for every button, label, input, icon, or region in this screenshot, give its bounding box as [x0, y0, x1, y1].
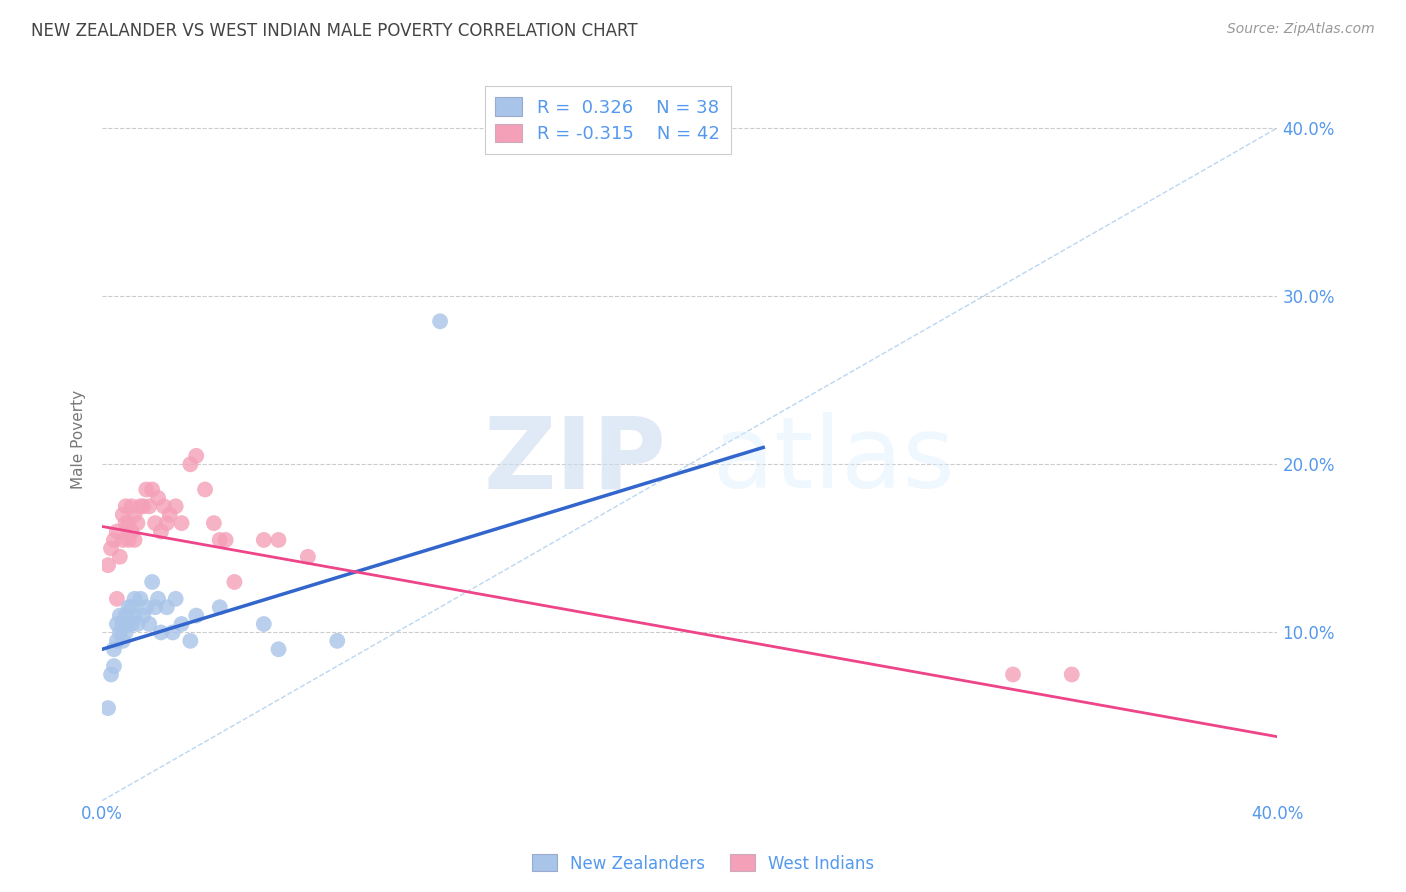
Point: [135, 483, 157, 497]
Point: [138, 500, 160, 514]
Text: ZIP: ZIP: [484, 412, 666, 509]
Text: Source: ZipAtlas.com: Source: ZipAtlas.com: [1227, 22, 1375, 37]
Point: [108, 625, 131, 640]
Point: [111, 617, 134, 632]
Point: [100, 541, 122, 556]
Text: atlas: atlas: [713, 412, 955, 509]
Point: [100, 667, 122, 681]
Point: [267, 533, 290, 547]
Point: [114, 516, 136, 530]
Point: [297, 549, 319, 564]
Point: [135, 600, 157, 615]
Point: [186, 449, 208, 463]
Point: [162, 625, 184, 640]
Point: [253, 533, 276, 547]
Point: [132, 500, 155, 514]
Point: [124, 591, 146, 606]
Point: [111, 533, 134, 547]
Point: [105, 591, 128, 606]
Point: [108, 608, 131, 623]
Point: [170, 617, 193, 632]
Point: [156, 600, 179, 615]
Point: [1060, 667, 1083, 681]
Point: [429, 314, 451, 328]
Point: [105, 633, 128, 648]
Legend: R =  0.326    N = 38, R = -0.315    N = 42: R = 0.326 N = 38, R = -0.315 N = 42: [485, 87, 731, 154]
Point: [118, 516, 141, 530]
Point: [253, 617, 276, 632]
Point: [103, 659, 125, 673]
Point: [165, 500, 187, 514]
Point: [121, 617, 143, 632]
Point: [118, 533, 141, 547]
Point: [97, 558, 120, 573]
Point: [105, 524, 128, 539]
Point: [170, 516, 193, 530]
Point: [124, 608, 146, 623]
Point: [124, 533, 146, 547]
Point: [121, 600, 143, 615]
Y-axis label: Male Poverty: Male Poverty: [72, 390, 86, 489]
Point: [124, 508, 146, 522]
Point: [143, 516, 166, 530]
Point: [208, 600, 231, 615]
Point: [214, 533, 236, 547]
Point: [156, 516, 179, 530]
Point: [224, 574, 246, 589]
Point: [108, 549, 131, 564]
Point: [105, 617, 128, 632]
Point: [114, 500, 136, 514]
Point: [326, 633, 349, 648]
Point: [179, 457, 201, 471]
Legend: New Zealanders, West Indians: New Zealanders, West Indians: [524, 847, 882, 880]
Point: [114, 625, 136, 640]
Point: [127, 516, 149, 530]
Point: [141, 574, 163, 589]
Point: [141, 483, 163, 497]
Point: [1001, 667, 1024, 681]
Point: [118, 617, 141, 632]
Point: [267, 642, 290, 657]
Point: [118, 600, 141, 615]
Point: [103, 642, 125, 657]
Point: [146, 591, 169, 606]
Point: [129, 591, 152, 606]
Point: [143, 600, 166, 615]
Point: [159, 508, 181, 522]
Point: [153, 500, 176, 514]
Point: [194, 483, 217, 497]
Point: [179, 633, 201, 648]
Point: [208, 533, 231, 547]
Point: [186, 608, 208, 623]
Point: [138, 617, 160, 632]
Point: [111, 633, 134, 648]
Point: [121, 524, 143, 539]
Point: [97, 701, 120, 715]
Point: [129, 500, 152, 514]
Point: [114, 608, 136, 623]
Point: [121, 500, 143, 514]
Text: NEW ZEALANDER VS WEST INDIAN MALE POVERTY CORRELATION CHART: NEW ZEALANDER VS WEST INDIAN MALE POVERT…: [31, 22, 637, 40]
Point: [111, 508, 134, 522]
Point: [103, 533, 125, 547]
Point: [127, 617, 149, 632]
Point: [149, 524, 172, 539]
Point: [165, 591, 187, 606]
Point: [146, 491, 169, 505]
Point: [149, 625, 172, 640]
Point: [202, 516, 225, 530]
Point: [132, 608, 155, 623]
